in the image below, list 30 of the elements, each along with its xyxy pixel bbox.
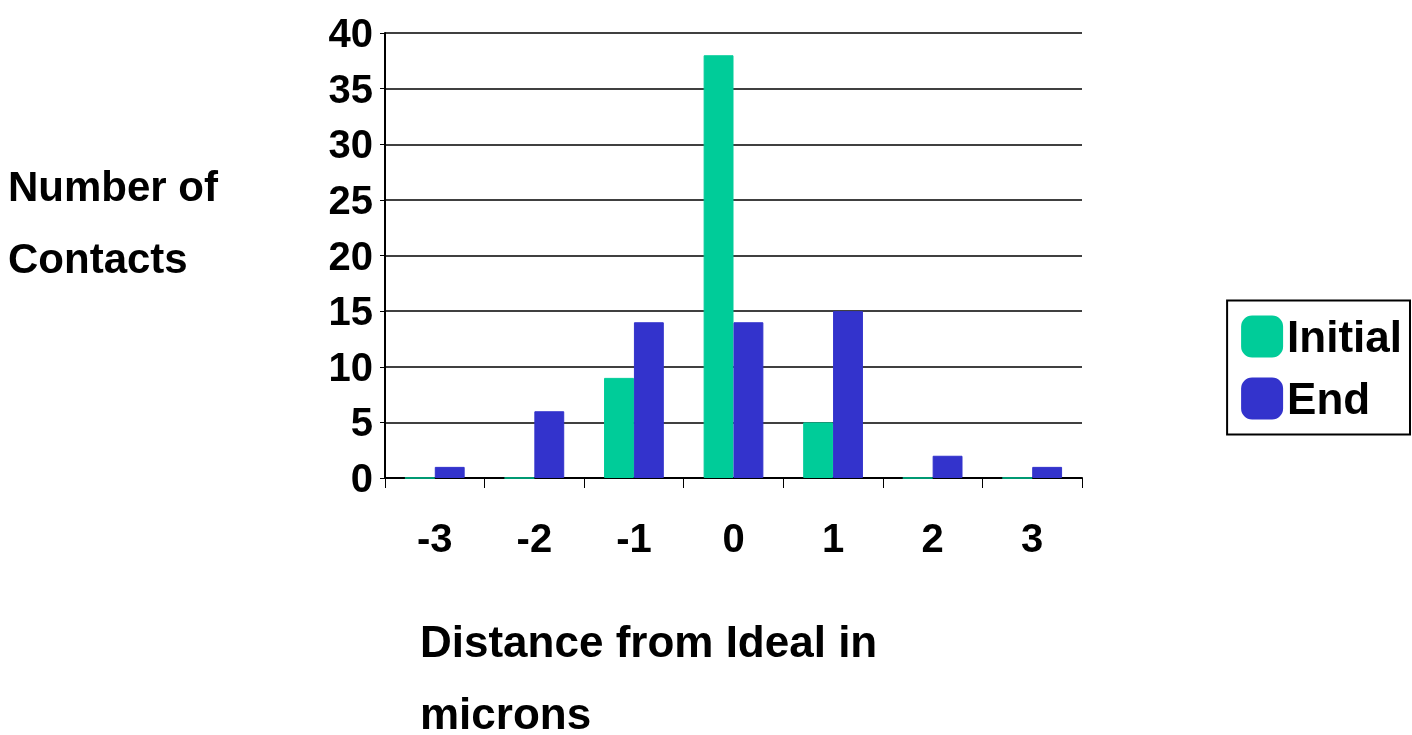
bar [703, 55, 734, 478]
bar [604, 377, 634, 478]
bar [733, 322, 764, 478]
legend-label: End [1287, 374, 1371, 423]
bar [932, 455, 963, 478]
y-tick-label: 15 [328, 289, 373, 334]
y-tick-label: 25 [328, 177, 373, 222]
bar [633, 322, 664, 478]
y-tick-label: 40 [328, 11, 373, 55]
bar [434, 466, 465, 478]
x-axis-title: Distance from Ideal in microns [420, 616, 890, 735]
bar [1032, 466, 1063, 478]
x-tick-label: 2 [921, 516, 944, 560]
x-tick-label: -1 [616, 516, 652, 560]
y-tick-label: 20 [328, 233, 373, 278]
x-tick-label: -2 [516, 516, 553, 560]
legend-label: Initial [1287, 312, 1403, 361]
y-tick-label: 5 [350, 400, 373, 445]
bar [803, 422, 834, 478]
bar [534, 411, 565, 478]
x-tick-label: 3 [1021, 516, 1044, 560]
x-tick-label: 0 [722, 516, 745, 560]
y-tick-label: 0 [350, 456, 373, 500]
x-tick-label: -3 [417, 516, 453, 560]
y-tick-label: 10 [328, 344, 373, 389]
y-tick-label: 35 [328, 66, 373, 111]
y-tick-label: 30 [328, 122, 373, 167]
bar [833, 311, 863, 478]
y-axis-title: Number of Contacts [8, 162, 230, 282]
x-tick-label: 1 [821, 516, 845, 560]
